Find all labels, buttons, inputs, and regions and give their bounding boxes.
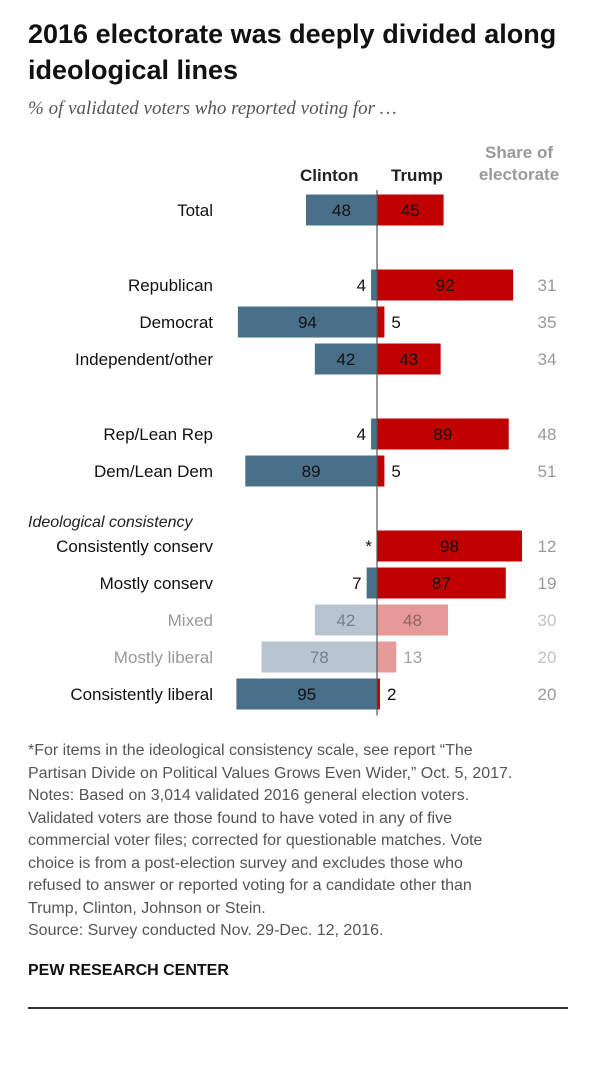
- trump-bar: [377, 604, 449, 636]
- share-value-label: 48: [538, 425, 557, 444]
- pew-research-center-logo: PEW RESEARCH CENTER: [28, 962, 229, 979]
- clinton-value-label: *: [365, 537, 372, 556]
- clinton-value-label: 48: [332, 201, 351, 220]
- share-column-header: Share of electorate: [470, 142, 568, 186]
- clinton-column-header: Clinton: [300, 166, 359, 185]
- clinton-bar: [366, 567, 377, 599]
- share-value-label: 30: [538, 611, 557, 630]
- clinton-bar: [245, 455, 377, 487]
- clinton-bar: [371, 269, 377, 301]
- trump-bar: [377, 306, 385, 338]
- row-label: Independent/other: [75, 350, 213, 369]
- trump-bar: [377, 343, 441, 375]
- chart-notes: *For items in the ideological consistenc…: [28, 740, 588, 943]
- share-header-line2: electorate: [478, 165, 560, 184]
- clinton-value-label: 4: [357, 425, 366, 444]
- clinton-value-label: 95: [297, 685, 316, 704]
- clinton-bar: [261, 641, 377, 673]
- clinton-bar: [371, 418, 377, 450]
- note-line: Validated voters are those found to have…: [28, 809, 452, 827]
- share-value-label: 12: [538, 537, 557, 556]
- row-label: Republican: [128, 276, 213, 295]
- note-line: commercial voter files; corrected for qu…: [28, 832, 483, 849]
- clinton-bar: [314, 604, 377, 636]
- footer-divider: [28, 1007, 568, 1009]
- note-line: refused to answer or reported voting for…: [28, 877, 472, 894]
- trump-value-label: 87: [432, 574, 451, 593]
- trump-bar: [377, 455, 385, 487]
- row-label: Mostly conserv: [100, 574, 214, 593]
- note-line: *For items in the ideological consistenc…: [28, 742, 473, 759]
- note-line: Partisan Divide on Political Values Grow…: [28, 764, 513, 782]
- row-label: Democrat: [139, 313, 213, 332]
- clinton-bar: [314, 343, 377, 375]
- clinton-value-label: 42: [336, 350, 355, 369]
- note-line: Notes: Based on 3,014 validated 2016 gen…: [28, 787, 470, 804]
- share-value-label: 35: [538, 313, 557, 332]
- clinton-value-label: 7: [352, 574, 361, 593]
- chart-subtitle: % of validated voters who reported votin…: [28, 98, 397, 119]
- clinton-value-label: 94: [298, 313, 317, 332]
- row-label: Mixed: [168, 611, 213, 630]
- note-line: Trump, Clinton, Johnson or Stein.: [28, 899, 266, 917]
- trump-value-label: 92: [436, 276, 455, 295]
- trump-value-label: 2: [387, 685, 396, 704]
- row-label: Total: [177, 201, 213, 220]
- section-label: Ideological consistency: [28, 514, 194, 531]
- trump-bar: [377, 194, 444, 226]
- trump-value-label: 43: [399, 350, 418, 369]
- clinton-value-label: 78: [310, 648, 329, 667]
- share-value-label: 19: [538, 574, 557, 593]
- row-label: Consistently conserv: [56, 537, 213, 556]
- trump-bar: [377, 418, 509, 450]
- share-header-line1: Share of: [484, 143, 554, 162]
- trump-value-label: 98: [440, 537, 459, 556]
- note-line: Source: Survey conducted Nov. 29-Dec. 12…: [28, 922, 384, 939]
- clinton-bar: [305, 194, 377, 226]
- row-label: Consistently liberal: [70, 685, 213, 704]
- clinton-value-label: 4: [357, 276, 366, 295]
- trump-value-label: 5: [391, 462, 400, 481]
- clinton-bar: [236, 678, 377, 710]
- row-label: Mostly liberal: [114, 648, 213, 667]
- clinton-bar: [237, 306, 377, 338]
- trump-value-label: 5: [391, 313, 400, 332]
- trump-bar: [377, 641, 397, 673]
- trump-value-label: 89: [433, 425, 452, 444]
- trump-bar: [377, 678, 380, 710]
- trump-value-label: 48: [403, 611, 422, 630]
- trump-column-header: Trump: [391, 166, 443, 185]
- chart-title: 2016 electorate was deeply divided along…: [28, 19, 557, 85]
- row-label: Rep/Lean Rep: [103, 425, 213, 444]
- share-value-label: 20: [538, 685, 557, 704]
- share-value-label: 31: [538, 276, 557, 295]
- clinton-value-label: 42: [336, 611, 355, 630]
- trump-bar: [377, 530, 523, 562]
- trump-bar: [377, 269, 514, 301]
- note-line: choice is from a post-election survey an…: [28, 854, 463, 872]
- clinton-value-label: 89: [302, 462, 321, 481]
- trump-value-label: 13: [403, 648, 422, 667]
- trump-bar: [377, 567, 506, 599]
- share-value-label: 51: [538, 462, 557, 481]
- trump-value-label: 45: [401, 201, 420, 220]
- share-value-label: 20: [538, 648, 557, 667]
- row-label: Dem/Lean Dem: [94, 462, 213, 481]
- share-value-label: 34: [538, 350, 557, 369]
